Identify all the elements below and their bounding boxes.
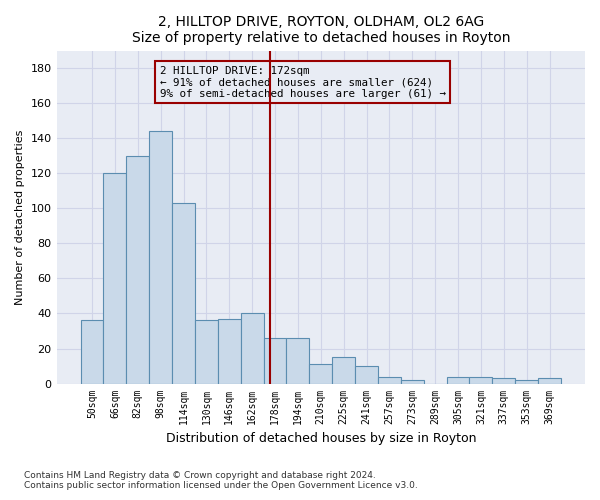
Y-axis label: Number of detached properties: Number of detached properties xyxy=(15,130,25,304)
Text: Contains HM Land Registry data © Crown copyright and database right 2024.
Contai: Contains HM Land Registry data © Crown c… xyxy=(24,470,418,490)
X-axis label: Distribution of detached houses by size in Royton: Distribution of detached houses by size … xyxy=(166,432,476,445)
Bar xyxy=(80,320,103,384)
Bar xyxy=(401,380,424,384)
Bar xyxy=(286,338,310,384)
Bar xyxy=(538,378,561,384)
Bar xyxy=(332,358,355,384)
Bar xyxy=(149,131,172,384)
Bar xyxy=(469,376,493,384)
Bar xyxy=(103,173,127,384)
Bar xyxy=(355,366,378,384)
Bar xyxy=(378,376,401,384)
Title: 2, HILLTOP DRIVE, ROYTON, OLDHAM, OL2 6AG
Size of property relative to detached : 2, HILLTOP DRIVE, ROYTON, OLDHAM, OL2 6A… xyxy=(131,15,510,45)
Text: 2 HILLTOP DRIVE: 172sqm
← 91% of detached houses are smaller (624)
9% of semi-de: 2 HILLTOP DRIVE: 172sqm ← 91% of detache… xyxy=(160,66,446,98)
Bar xyxy=(218,318,241,384)
Bar xyxy=(127,156,149,384)
Bar xyxy=(310,364,332,384)
Bar xyxy=(515,380,538,384)
Bar xyxy=(195,320,218,384)
Bar xyxy=(446,376,469,384)
Bar xyxy=(241,314,263,384)
Bar xyxy=(493,378,515,384)
Bar xyxy=(172,203,195,384)
Bar xyxy=(263,338,286,384)
